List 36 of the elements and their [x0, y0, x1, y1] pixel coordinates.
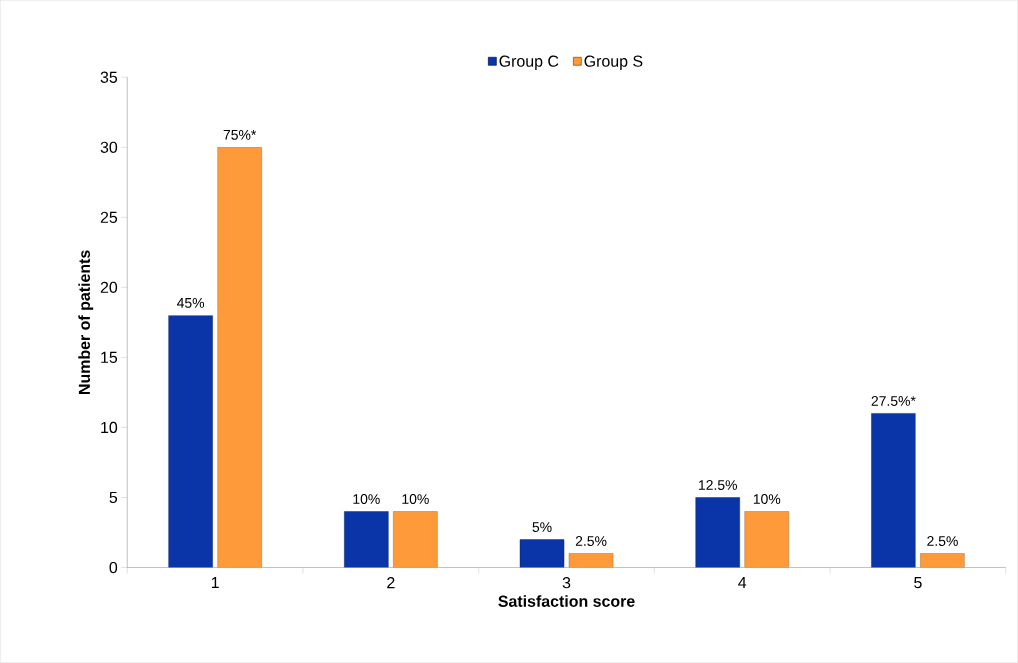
- bar: [344, 511, 389, 568]
- annotation: 45%: [176, 298, 205, 308]
- y-tick-label: 20: [100, 281, 118, 294]
- x-tick-label: 1: [211, 577, 219, 589]
- y-tick-label: 5: [109, 492, 118, 504]
- y-tick-label: 25: [100, 211, 118, 224]
- annotation: 5%: [532, 522, 552, 533]
- x-tick-label: 5: [914, 577, 922, 589]
- x-tick-label: 2: [387, 577, 395, 589]
- x-axis-title: Satisfaction score: [498, 595, 635, 608]
- x-tick-label: 3: [562, 577, 571, 589]
- x-tick-label: 4: [738, 577, 747, 589]
- legend-label: Group S: [584, 55, 643, 71]
- bar: [871, 413, 916, 568]
- y-tick-label: 10: [101, 421, 118, 434]
- bar: [744, 511, 789, 568]
- annotation: 2.5%: [927, 536, 958, 547]
- y-tick-label: 0: [109, 562, 118, 574]
- bar: [920, 553, 965, 568]
- annotation: 27.5%*: [871, 396, 916, 407]
- annotation: 2.5%: [575, 536, 607, 547]
- y-tick-label: 15: [101, 351, 118, 364]
- bar: [519, 539, 565, 568]
- annotation: 75%*: [223, 130, 257, 140]
- bar: [168, 315, 213, 568]
- annotation: 12.5%: [699, 480, 738, 491]
- annotation: 10%: [353, 494, 380, 505]
- bar: [695, 497, 740, 568]
- bar: [393, 511, 438, 568]
- bar: [217, 147, 262, 568]
- y-axis-title: Number of patients: [78, 250, 94, 395]
- y-tick-label: 35: [100, 71, 118, 83]
- annotation: 10%: [753, 494, 781, 505]
- y-tick-label: 30: [100, 141, 118, 154]
- annotation: 10%: [402, 494, 429, 505]
- legend-label: Group C: [499, 55, 559, 71]
